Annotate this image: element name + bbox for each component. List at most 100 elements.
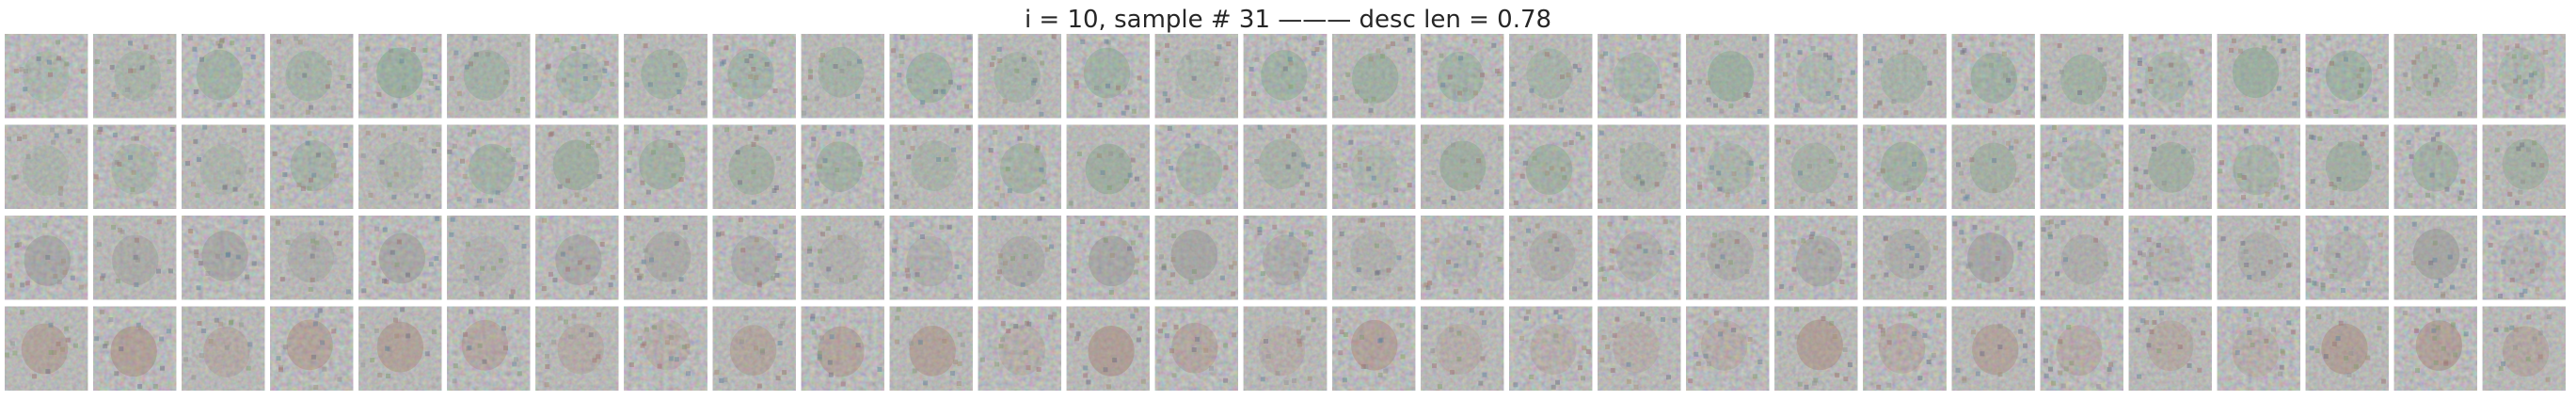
tile-speckle [278, 365, 283, 371]
tile-speckle [2546, 314, 2552, 320]
tile-speckle [384, 279, 390, 284]
tile-speckle [1166, 281, 1171, 286]
tile-noise [1243, 124, 1328, 209]
tile-noise [5, 34, 88, 119]
tile-noise [801, 216, 884, 300]
tile-speckle [1923, 292, 1929, 297]
tile-blob [23, 51, 70, 103]
tile-speckle [1627, 378, 1632, 384]
tile-speckle [1315, 84, 1321, 89]
tile-speckle [628, 362, 634, 367]
tile-speckle [1447, 74, 1453, 80]
tile-speckle [1231, 291, 1236, 297]
tile-speckle [951, 147, 957, 152]
tile-speckle [1672, 52, 1678, 57]
tile-speckle [495, 190, 501, 196]
tile-speckle [1693, 294, 1698, 298]
tile-speckle [2104, 261, 2109, 266]
tile-speckle [1080, 39, 1086, 44]
tile-speckle [1797, 381, 1803, 387]
tile-noise [624, 306, 708, 391]
tile-speckle [637, 335, 643, 341]
tile-speckle [78, 284, 84, 290]
tile-speckle [2043, 358, 2048, 363]
tile-blob [1261, 50, 1308, 101]
tile-speckle [2040, 290, 2045, 296]
tile-speckle [405, 272, 410, 278]
tile-speckle [965, 125, 971, 131]
tile-speckle [1956, 162, 1961, 168]
tile-speckle [1052, 312, 1057, 317]
tile-speckle [151, 84, 156, 89]
tile-blob [818, 46, 865, 98]
tile-noise [182, 306, 265, 391]
tile-speckle [2006, 140, 2012, 146]
tile-speckle [1542, 103, 1548, 108]
tile-speckle [67, 129, 72, 135]
tile-speckle [272, 151, 278, 156]
tile-speckle [899, 35, 905, 40]
tile-speckle [850, 128, 855, 134]
tile-speckle [187, 35, 193, 40]
tile-speckle [902, 286, 908, 292]
tile-speckle [1476, 243, 1482, 249]
tile-speckle [774, 273, 780, 278]
tile-noise [93, 124, 177, 209]
grid-tile [5, 216, 88, 300]
tile-blob [1000, 143, 1047, 194]
tile-speckle [1037, 50, 1042, 56]
tile-blob [196, 49, 243, 101]
tile-speckle [400, 307, 405, 313]
tile-speckle [1688, 378, 1693, 384]
tile-speckle [2261, 270, 2266, 276]
tile-speckle [128, 40, 133, 46]
tile-speckle [56, 341, 61, 346]
tile-noise [801, 306, 884, 391]
tile-speckle [1639, 312, 1645, 317]
tile-speckle [2411, 59, 2417, 65]
tile-speckle [100, 276, 104, 281]
tile-speckle [2137, 61, 2142, 66]
tile-speckle [1293, 262, 1298, 267]
tile-blob [1529, 230, 1576, 281]
tile-speckle [1133, 225, 1138, 231]
tile-speckle [50, 127, 56, 133]
tile-speckle [195, 193, 200, 199]
tile-speckle [912, 125, 917, 131]
tile-speckle [2241, 175, 2247, 180]
tile-noise [1154, 34, 1238, 119]
tile-speckle [2043, 84, 2048, 89]
tile-speckle [2313, 247, 2318, 252]
tile-noise [1509, 124, 1593, 209]
tile-speckle [1825, 91, 1831, 96]
tile-speckle [2018, 329, 2024, 334]
tile-speckle [2314, 68, 2320, 73]
tile-speckle [571, 46, 577, 52]
tile-speckle [1962, 376, 1967, 381]
tile-speckle [565, 178, 571, 184]
tile-speckle [1305, 310, 1311, 315]
tile-speckle [1286, 134, 1291, 139]
tile-speckle [310, 253, 315, 259]
tile-speckle [1654, 182, 1660, 187]
tile-speckle [1194, 143, 1200, 149]
tile-speckle [1660, 152, 1665, 156]
tile-speckle [1829, 266, 1835, 272]
tile-speckle [2362, 135, 2368, 140]
tile-speckle [1127, 89, 1133, 95]
tile-speckle [719, 61, 724, 67]
tile-speckle [1216, 56, 1221, 61]
tile-speckle [365, 130, 371, 136]
tile-speckle [2282, 48, 2287, 54]
tile-speckle [1460, 158, 1466, 164]
tile-blob [2145, 235, 2193, 287]
tile-speckle [671, 173, 676, 179]
tile-blob [201, 231, 248, 281]
tile-speckle [361, 288, 367, 294]
tile-speckle [1881, 126, 1886, 132]
tile-speckle [382, 278, 387, 283]
tile-speckle [947, 79, 953, 85]
tile-speckle [2406, 139, 2411, 145]
grid-tile [1863, 306, 1947, 391]
tile-blob [462, 235, 509, 287]
